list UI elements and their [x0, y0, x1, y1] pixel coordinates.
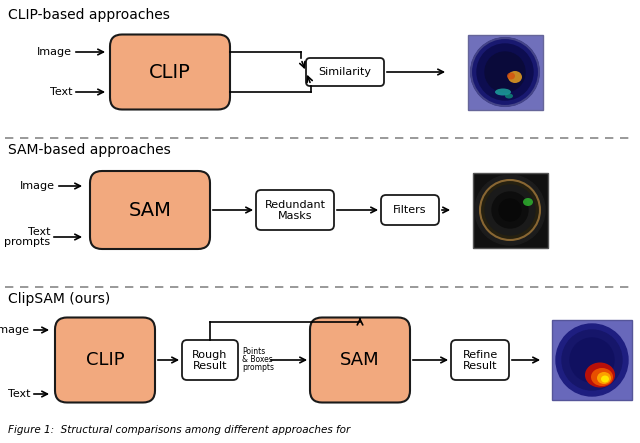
Text: Text: Text — [49, 87, 72, 97]
FancyBboxPatch shape — [182, 340, 238, 380]
FancyBboxPatch shape — [90, 171, 210, 249]
Text: Result: Result — [193, 361, 227, 371]
Ellipse shape — [507, 73, 515, 79]
Text: Image: Image — [20, 181, 55, 191]
Text: & Boxes: & Boxes — [242, 355, 273, 365]
FancyBboxPatch shape — [110, 35, 230, 109]
Circle shape — [492, 192, 528, 228]
Text: Refine: Refine — [462, 350, 498, 360]
Text: Redundant: Redundant — [264, 200, 326, 210]
Text: Image: Image — [37, 47, 72, 57]
Text: CLIP: CLIP — [149, 62, 191, 82]
Circle shape — [471, 38, 539, 106]
FancyBboxPatch shape — [256, 190, 334, 230]
Ellipse shape — [505, 93, 513, 98]
Text: prompts: prompts — [4, 237, 50, 247]
Text: Masks: Masks — [278, 211, 312, 221]
Ellipse shape — [591, 368, 613, 386]
Circle shape — [562, 330, 622, 390]
Text: Similarity: Similarity — [319, 67, 371, 77]
FancyBboxPatch shape — [55, 318, 155, 403]
FancyBboxPatch shape — [451, 340, 509, 380]
Ellipse shape — [597, 372, 611, 384]
Text: Rough: Rough — [192, 350, 228, 360]
Text: ClipSAM (ours): ClipSAM (ours) — [8, 292, 110, 306]
Ellipse shape — [601, 376, 609, 382]
Text: Text: Text — [28, 227, 50, 237]
Circle shape — [556, 324, 628, 396]
Ellipse shape — [508, 71, 522, 83]
Text: Points: Points — [242, 347, 265, 357]
Text: SAM: SAM — [340, 351, 380, 369]
FancyBboxPatch shape — [310, 318, 410, 403]
Circle shape — [477, 44, 533, 100]
Ellipse shape — [585, 362, 615, 388]
Circle shape — [475, 175, 545, 245]
Circle shape — [480, 180, 540, 240]
Text: Text: Text — [8, 389, 30, 399]
FancyBboxPatch shape — [472, 172, 547, 248]
Text: SAM-based approaches: SAM-based approaches — [8, 143, 171, 157]
FancyBboxPatch shape — [381, 195, 439, 225]
Text: Result: Result — [463, 361, 497, 371]
FancyBboxPatch shape — [552, 320, 632, 400]
Circle shape — [570, 338, 614, 382]
Circle shape — [499, 199, 521, 221]
Text: CLIP: CLIP — [86, 351, 124, 369]
Text: prompts: prompts — [242, 364, 274, 373]
Circle shape — [485, 52, 525, 92]
Text: Image: Image — [0, 325, 30, 335]
Text: Figure 1:  Structural comparisons among different approaches for: Figure 1: Structural comparisons among d… — [8, 425, 350, 435]
Text: CLIP-based approaches: CLIP-based approaches — [8, 8, 170, 22]
Text: Filters: Filters — [393, 205, 427, 215]
Text: SAM: SAM — [129, 201, 172, 219]
Circle shape — [485, 185, 535, 235]
Ellipse shape — [523, 198, 533, 206]
FancyBboxPatch shape — [467, 35, 543, 109]
Ellipse shape — [495, 89, 511, 96]
FancyBboxPatch shape — [306, 58, 384, 86]
